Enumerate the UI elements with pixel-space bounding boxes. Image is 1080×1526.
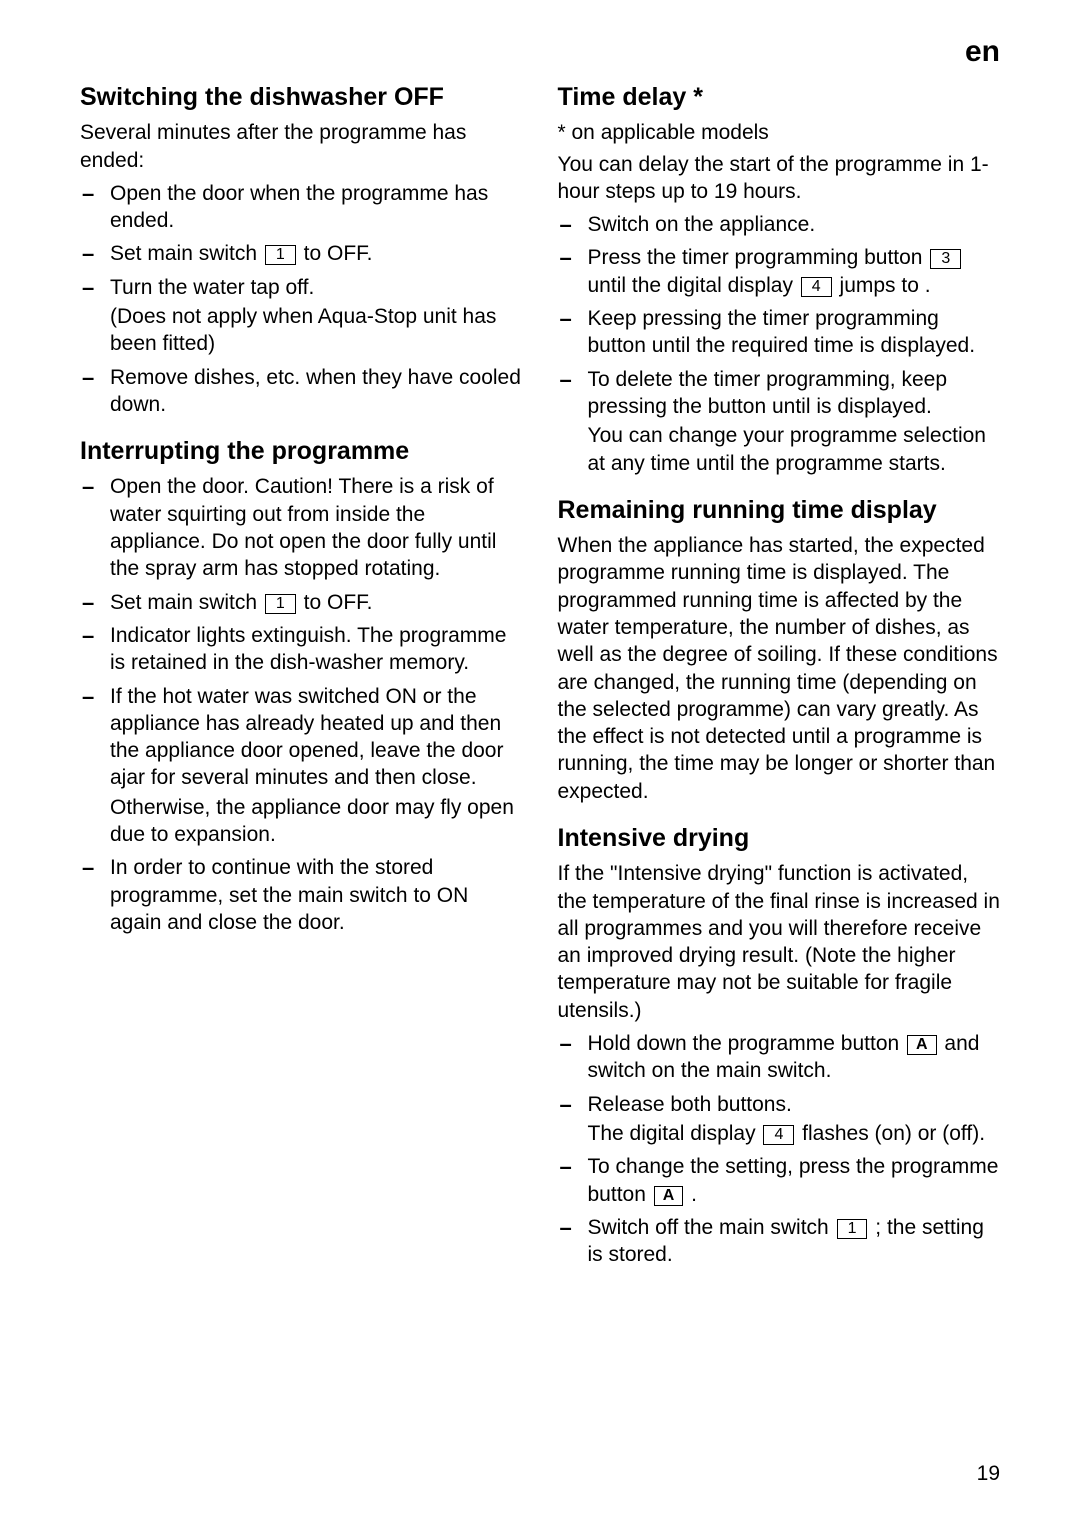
list-item: To change the setting, press the program…	[558, 1153, 1001, 1208]
list-item: In order to continue with the stored pro…	[80, 854, 523, 936]
key-icon: A	[654, 1186, 684, 1206]
key-icon: A	[907, 1035, 937, 1055]
list-item: Press the timer programming button 3 unt…	[558, 244, 1001, 299]
text: to OFF.	[298, 591, 373, 614]
list-item: Turn the water tap off. (Does not apply …	[80, 274, 523, 358]
key-icon: 1	[265, 245, 296, 265]
text: Release both buttons.	[588, 1093, 792, 1116]
language-label: en	[965, 35, 1000, 69]
text: Press the timer programming button	[588, 246, 929, 269]
bullet-list: Switch on the appliance. Press the timer…	[558, 211, 1001, 477]
list-item: To delete the timer programming, keep pr…	[558, 366, 1001, 477]
text: flashes (on) or (off).	[796, 1122, 985, 1145]
text: jumps to .	[834, 274, 931, 297]
page-number: 19	[977, 1462, 1000, 1486]
list-item: Set main switch 1 to OFF.	[80, 240, 523, 267]
list-item: Remove dishes, etc. when they have coole…	[80, 364, 523, 419]
text: To delete the timer programming, keep pr…	[588, 368, 948, 418]
text: If the hot water was switched ON or the …	[110, 685, 503, 790]
text-sub: The digital display 4 flashes (on) or (o…	[588, 1120, 1001, 1147]
para: Several minutes after the programme has …	[80, 119, 523, 174]
para: When the appliance has started, the expe…	[558, 532, 1001, 805]
heading-remaining-time: Remaining running time display	[558, 495, 1001, 526]
key-icon: 4	[763, 1125, 794, 1145]
text: until the digital display	[588, 274, 799, 297]
text: Set main switch	[110, 242, 263, 265]
para: If the "Intensive drying" function is ac…	[558, 860, 1001, 1024]
left-column: Switching the dishwasher OFF Several min…	[80, 82, 523, 1282]
bullet-list: Open the door when the programme has end…	[80, 180, 523, 418]
heading-interrupt: Interrupting the programme	[80, 436, 523, 467]
bullet-list: Hold down the programme button A and swi…	[558, 1030, 1001, 1268]
text: Hold down the programme button	[588, 1032, 906, 1055]
bullet-list: Open the door. Caution! There is a risk …	[80, 473, 523, 936]
list-item: Switch off the main switch 1 ; the setti…	[558, 1214, 1001, 1269]
text: to OFF.	[298, 242, 373, 265]
heading-switch-off: Switching the dishwasher OFF	[80, 82, 523, 113]
list-item: Indicator lights extinguish. The program…	[80, 622, 523, 677]
list-item: If the hot water was switched ON or the …	[80, 683, 523, 849]
list-item: Hold down the programme button A and swi…	[558, 1030, 1001, 1085]
heading-intensive-drying: Intensive drying	[558, 823, 1001, 854]
right-column: Time delay * * on applicable models You …	[558, 82, 1001, 1282]
text: To change the setting, press the program…	[588, 1155, 999, 1205]
text: The digital display	[588, 1122, 762, 1145]
list-item: Set main switch 1 to OFF.	[80, 589, 523, 616]
footnote: * on applicable models	[558, 119, 1001, 146]
list-item: Release both buttons. The digital displa…	[558, 1091, 1001, 1148]
text: Switch off the main switch	[588, 1216, 835, 1239]
content-columns: Switching the dishwasher OFF Several min…	[80, 82, 1000, 1282]
list-item: Open the door when the programme has end…	[80, 180, 523, 235]
text: .	[685, 1183, 697, 1206]
heading-time-delay: Time delay *	[558, 82, 1001, 113]
text-sub: (Does not apply when Aqua-Stop unit has …	[110, 303, 523, 358]
list-item: Keep pressing the timer programming butt…	[558, 305, 1001, 360]
list-item: Open the door. Caution! There is a risk …	[80, 473, 523, 582]
para: You can delay the start of the programme…	[558, 151, 1001, 206]
text-sub: You can change your programme selection …	[588, 422, 1001, 477]
text: Turn the water tap off.	[110, 276, 314, 299]
key-icon: 1	[837, 1219, 868, 1239]
key-icon: 1	[265, 594, 296, 614]
key-icon: 3	[930, 249, 961, 269]
list-item: Switch on the appliance.	[558, 211, 1001, 238]
text: Set main switch	[110, 591, 263, 614]
key-icon: 4	[801, 277, 832, 297]
text-sub: Otherwise, the appliance door may fly op…	[110, 794, 523, 849]
manual-page: en Switching the dishwasher OFF Several …	[0, 0, 1080, 1526]
